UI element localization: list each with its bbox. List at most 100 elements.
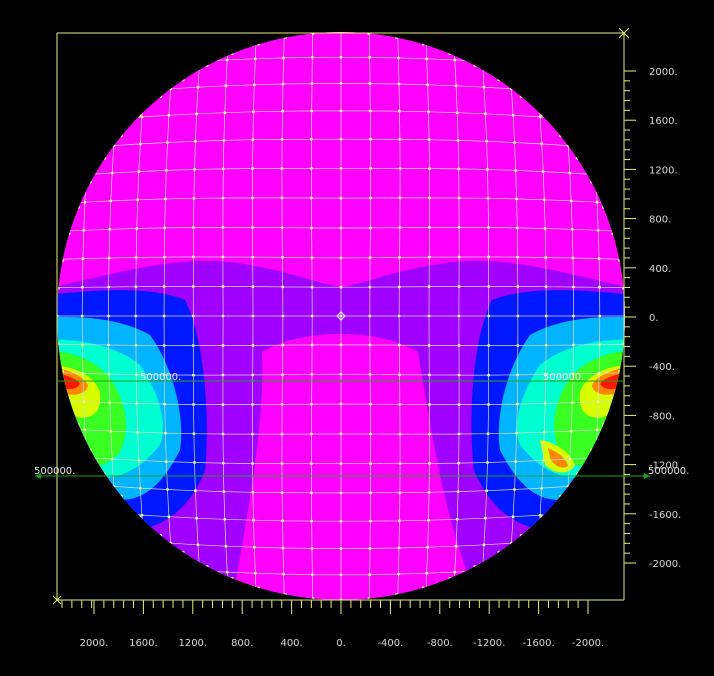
mesh-node <box>120 134 123 138</box>
mesh-node <box>482 543 486 547</box>
mesh-node <box>191 314 195 318</box>
mesh-node <box>193 168 196 171</box>
mesh-node <box>221 167 225 171</box>
mesh-node <box>107 256 111 260</box>
mesh-node <box>513 141 516 144</box>
mesh-node <box>57 314 59 318</box>
mesh-node <box>282 56 285 60</box>
mesh-node <box>426 545 430 549</box>
mesh-node <box>339 547 343 550</box>
mesh-node <box>310 56 314 59</box>
mesh-node <box>164 460 168 463</box>
mesh-node <box>205 565 209 568</box>
mesh-node <box>140 115 144 119</box>
mesh-node <box>251 226 254 229</box>
mesh-node <box>597 372 601 375</box>
mesh-node <box>427 255 431 259</box>
mesh-node <box>162 314 166 318</box>
mesh-node <box>252 545 256 549</box>
mesh-node <box>516 255 519 259</box>
mesh-node <box>339 432 343 436</box>
mesh-node <box>598 314 602 318</box>
mesh-node <box>83 428 87 432</box>
mesh-node <box>164 431 167 435</box>
mesh-node <box>369 137 372 141</box>
mesh-node <box>455 517 459 521</box>
mesh-node <box>181 78 185 82</box>
mesh-node <box>514 460 518 463</box>
mesh-node <box>339 226 343 230</box>
mesh-node <box>590 448 593 452</box>
mesh-node <box>166 488 169 491</box>
mesh-node <box>82 228 86 232</box>
mesh-node <box>221 432 225 436</box>
mesh-node <box>571 372 575 376</box>
mesh-node <box>163 255 166 259</box>
load-label-left-upper: 500000. <box>140 372 181 383</box>
mesh-node <box>368 256 372 260</box>
mesh-node <box>310 372 314 376</box>
mesh-node <box>61 370 64 373</box>
mesh-node <box>395 36 398 39</box>
mesh-node <box>137 170 141 174</box>
bottom-axis-tick-label: 800. <box>231 638 253 649</box>
mesh-node <box>310 196 313 200</box>
mesh-node <box>544 343 548 347</box>
mesh-node <box>251 462 254 465</box>
mesh-node <box>484 112 487 116</box>
mesh-node <box>368 343 372 347</box>
mesh-node <box>544 373 548 376</box>
mesh-node <box>205 64 209 67</box>
mesh-node <box>572 285 575 289</box>
mesh-node <box>541 170 545 174</box>
mesh-node <box>515 226 519 230</box>
mesh-node <box>487 314 491 318</box>
mesh-node <box>395 593 398 596</box>
mesh-node <box>221 285 225 288</box>
mesh-node <box>569 429 573 433</box>
mesh-node <box>77 423 80 427</box>
mesh-node <box>487 344 491 347</box>
bottom-axis-tick-label: -400. <box>377 638 403 649</box>
mesh-node <box>251 285 255 288</box>
mesh-node <box>196 85 200 89</box>
mesh-node <box>339 137 343 141</box>
mesh-node <box>427 490 431 494</box>
mesh-node <box>544 256 548 259</box>
mesh-node <box>164 197 167 201</box>
mesh-node <box>486 461 489 464</box>
mesh-node <box>221 403 225 406</box>
mesh-node <box>511 113 515 117</box>
mesh-node <box>448 52 452 55</box>
center-node-marker[interactable] <box>336 311 346 321</box>
mesh-node <box>339 314 343 318</box>
mesh-node <box>482 85 486 89</box>
mesh-node <box>251 490 255 494</box>
mesh-node <box>339 256 343 260</box>
right-axis-tick-label: 1200. <box>649 165 678 176</box>
mesh-node <box>194 139 197 143</box>
mesh-node <box>397 82 401 86</box>
mesh-node <box>457 167 461 171</box>
mesh-node <box>339 166 343 170</box>
mesh-node <box>485 489 488 493</box>
mesh-node <box>310 137 313 141</box>
mesh-node <box>397 572 400 576</box>
mesh-node <box>570 227 574 231</box>
mesh-node <box>540 486 544 490</box>
right-axis: 2000. 1600. 1200. 800. 400. 0. -400. -800. -1200… <box>623 33 681 600</box>
mesh-node <box>487 373 490 377</box>
mesh-node <box>519 534 523 537</box>
mesh-node <box>369 196 372 200</box>
bottom-axis-tick-label: 400. <box>280 638 302 649</box>
mesh-node <box>427 138 431 142</box>
bottom-axis-tick-label: -800. <box>427 638 453 649</box>
contour-band-orange-right-lower <box>548 448 568 468</box>
mesh-node <box>159 95 163 98</box>
mesh-node <box>163 373 166 377</box>
mesh-node <box>427 285 431 288</box>
bottom-axis-tick-label: 1600. <box>129 638 158 649</box>
mesh-node <box>454 544 458 548</box>
mesh-node <box>167 515 171 519</box>
